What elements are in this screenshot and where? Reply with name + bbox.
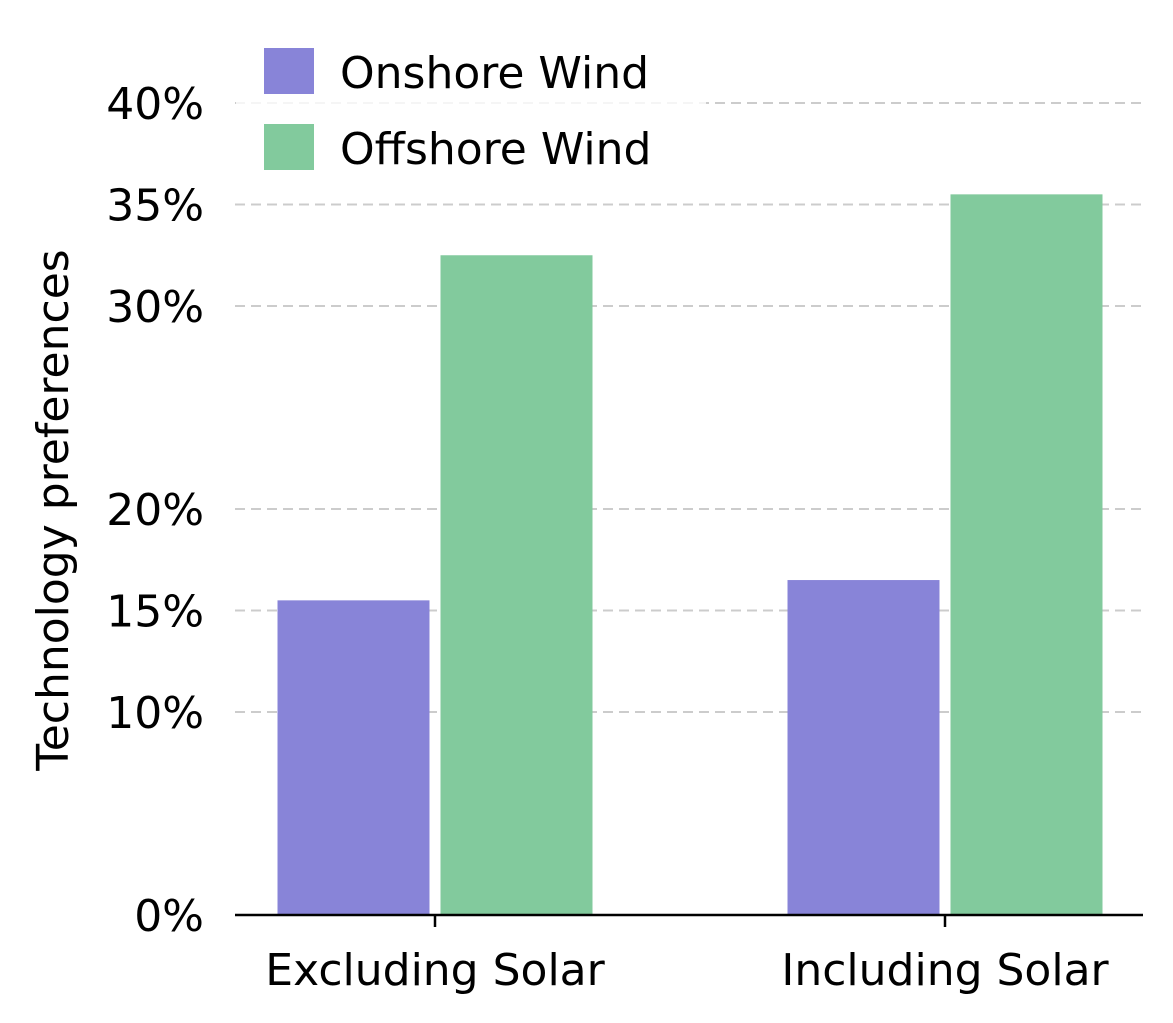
legend-swatch (264, 48, 314, 94)
y-tick-label: 0% (134, 891, 204, 942)
legend-swatch (264, 124, 314, 170)
y-tick-label: 40% (106, 79, 204, 130)
y-tick-label: 20% (106, 485, 204, 536)
bar-onshore-wind (277, 600, 430, 915)
legend-label: Onshore Wind (340, 48, 649, 99)
y-tick-labels: 0% 10% 15% 20% 30% 35% 40% (106, 79, 204, 942)
x-tick-labels: Excluding Solar Including Solar (265, 915, 1110, 996)
y-tick-label: 15% (106, 587, 204, 638)
legend-background (236, 36, 706, 186)
bars-layer (277, 194, 1103, 916)
bar-offshore-wind (440, 255, 593, 915)
y-axis-label: Technology preferences (28, 249, 79, 771)
x-tick-label: Including Solar (781, 945, 1109, 996)
legend: Onshore Wind Offshore Wind (236, 36, 706, 186)
y-tick-label: 30% (106, 282, 204, 333)
legend-label: Offshore Wind (340, 124, 651, 175)
bar-onshore-wind (787, 580, 940, 915)
x-tick-label: Excluding Solar (265, 945, 605, 996)
bar-offshore-wind (950, 194, 1103, 916)
y-tick-label: 35% (106, 181, 204, 232)
y-tick-label: 10% (106, 688, 204, 739)
